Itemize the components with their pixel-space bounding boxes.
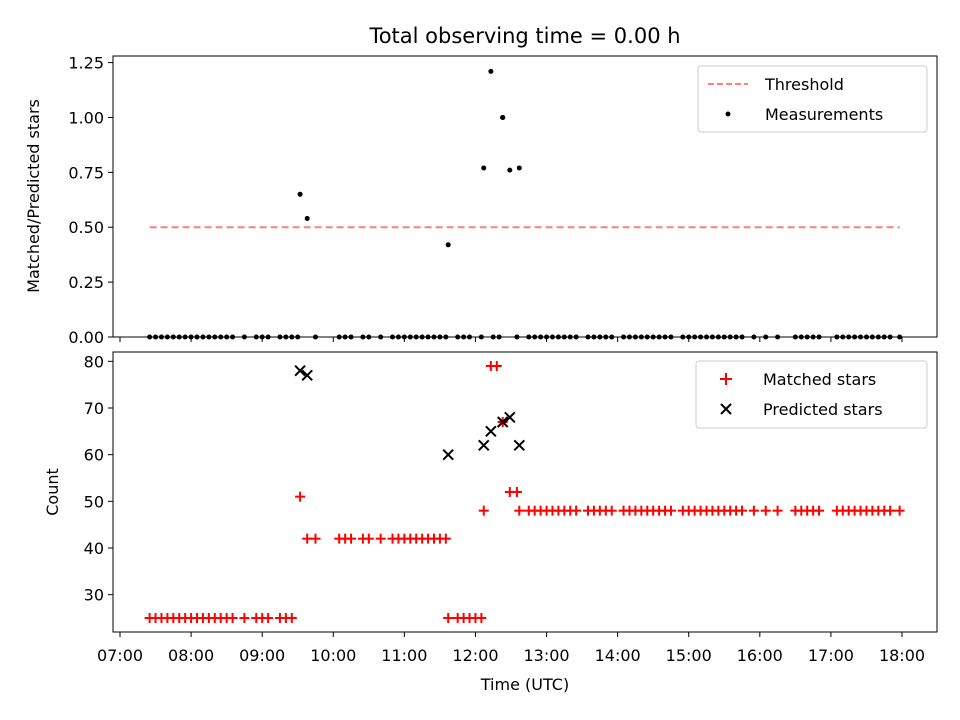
predicted-star-point bbox=[294, 364, 306, 377]
matched-star-point bbox=[885, 505, 896, 516]
measurement-point bbox=[297, 191, 303, 197]
xtick-label: 09:00 bbox=[239, 646, 285, 665]
legend-predicted-label: Predicted stars bbox=[763, 400, 883, 419]
matched-star-point bbox=[491, 361, 502, 371]
bottom-plot-frame bbox=[112, 351, 938, 633]
legend-matched-label: Matched stars bbox=[763, 370, 876, 389]
matched-star-point bbox=[227, 613, 238, 623]
matched-star-point bbox=[737, 505, 748, 516]
top-ytick-label: 1.25 bbox=[68, 54, 104, 73]
matched-star-point bbox=[346, 533, 357, 544]
matched-star-point bbox=[443, 613, 454, 623]
legend-predicted-swatch bbox=[720, 403, 732, 415]
measurement-point bbox=[481, 165, 487, 171]
top-ytick-label: 0.25 bbox=[68, 273, 104, 292]
xtick-label: 16:00 bbox=[737, 646, 783, 665]
predicted-star-point bbox=[513, 439, 526, 452]
top-ytick-label: 1.00 bbox=[68, 108, 104, 127]
matched-star-point bbox=[760, 505, 771, 516]
bottom-legend: Matched stars Predicted stars bbox=[695, 360, 928, 429]
matched-star-point bbox=[665, 505, 676, 516]
measurement-point bbox=[445, 242, 451, 248]
matched-star-point bbox=[772, 505, 783, 516]
top-ytick-label: 0.50 bbox=[68, 218, 104, 237]
xtick-label: 15:00 bbox=[666, 646, 712, 665]
xtick-label: 12:00 bbox=[452, 646, 498, 665]
xtick-label: 17:00 bbox=[808, 646, 854, 665]
matched-star-point bbox=[286, 613, 297, 623]
predicted-star-point bbox=[301, 369, 313, 382]
matched-star-point bbox=[514, 505, 525, 516]
chart-title: Total observing time = 0.00 h bbox=[368, 24, 680, 48]
bottom-panel: 30 40 50 60 70 80 07:00 08:00 09:00 10:00 11:00 12:… bbox=[43, 351, 938, 694]
bottom-ytick-label: 60 bbox=[84, 446, 104, 465]
legend-threshold-label: Threshold bbox=[764, 75, 844, 94]
top-ylabel: Matched/Predicted stars bbox=[24, 99, 43, 293]
matched-star-point bbox=[511, 487, 522, 497]
predicted-star-point bbox=[478, 439, 490, 452]
matched-star-point bbox=[263, 613, 274, 623]
predicted-star-point bbox=[442, 448, 454, 461]
matched-star-point bbox=[239, 613, 250, 623]
bottom-ylabel: Count bbox=[43, 468, 62, 516]
matched-star-point bbox=[476, 613, 487, 623]
top-ytick-label: 0.75 bbox=[68, 163, 104, 182]
matched-star-point bbox=[440, 533, 451, 544]
legend-measurements-label: Measurements bbox=[765, 105, 883, 124]
matched-star-point bbox=[814, 505, 825, 516]
xtick-label: 18:00 bbox=[879, 646, 925, 665]
predicted-star-point bbox=[496, 416, 509, 428]
bottom-ytick-label: 70 bbox=[84, 399, 104, 418]
bottom-ytick-label: 30 bbox=[84, 586, 104, 605]
matched-star-point bbox=[606, 505, 617, 516]
predicted-star-point bbox=[485, 425, 497, 438]
predicted-star-point bbox=[504, 411, 516, 424]
measurement-point bbox=[500, 114, 506, 120]
matched-star-point bbox=[748, 505, 759, 516]
x-axis-label: Time (UTC) bbox=[480, 675, 569, 694]
xtick-label: 08:00 bbox=[168, 646, 214, 665]
measurement-point bbox=[304, 215, 310, 221]
bottom-ytick-label: 80 bbox=[84, 352, 104, 371]
xtick-label: 07:00 bbox=[97, 646, 143, 665]
top-ytick-label: 0.00 bbox=[68, 328, 104, 347]
xtick-label: 11:00 bbox=[381, 646, 427, 665]
matched-star-point bbox=[571, 505, 582, 516]
matched-star-point bbox=[894, 505, 905, 516]
matched-star-point bbox=[295, 491, 306, 502]
bottom-ytick-label: 40 bbox=[84, 539, 104, 558]
matched-star-point bbox=[375, 533, 386, 544]
matched-star-point bbox=[363, 533, 374, 544]
top-plot-frame bbox=[112, 55, 938, 338]
xtick-label: 14:00 bbox=[595, 646, 641, 665]
xtick-label: 10:00 bbox=[310, 646, 356, 665]
measurement-point bbox=[516, 165, 522, 171]
bottom-ytick-label: 50 bbox=[84, 492, 104, 511]
matched-star-point bbox=[478, 505, 489, 516]
measurement-point bbox=[488, 68, 494, 74]
measurement-point bbox=[507, 167, 513, 173]
legend-measurements-swatch bbox=[725, 111, 731, 117]
top-legend: Threshold Measurements bbox=[697, 65, 928, 133]
top-panel: 0.00 0.25 0.50 0.75 1.00 1.25 Matched/Predict… bbox=[24, 54, 938, 347]
xtick-label: 13:00 bbox=[523, 646, 569, 665]
legend-matched-swatch bbox=[720, 373, 732, 385]
matched-star-point bbox=[310, 533, 321, 544]
